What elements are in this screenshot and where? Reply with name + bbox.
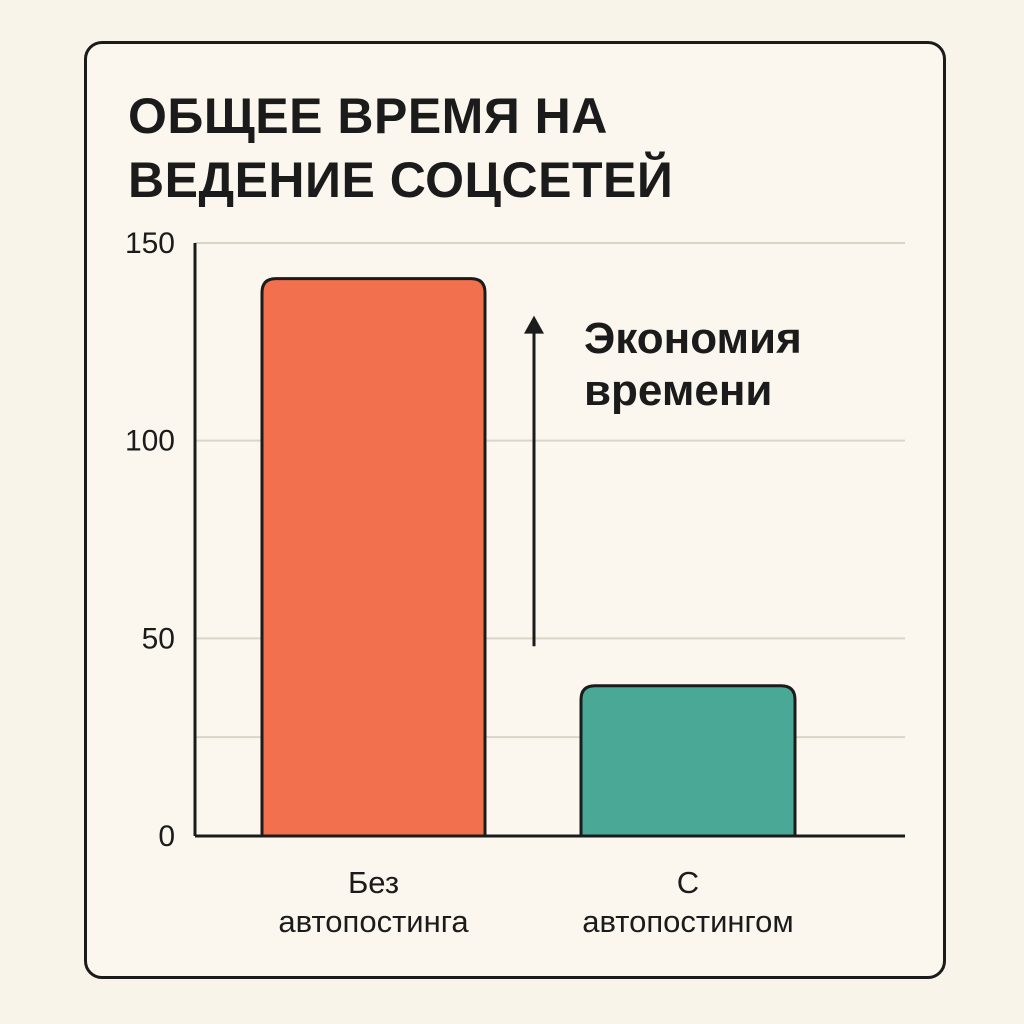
y-tick-label: 0 [158,820,175,853]
annotation-text: времени [584,366,772,415]
chart-title-line-2: ВЕДЕНИЕ СОЦСЕТЕЙ [128,152,674,208]
annotation-text: Экономия [584,314,802,363]
chart-title: ОБЩЕЕ ВРЕМЯ НА ВЕДЕНИЕ СОЦСЕТЕЙ [128,84,888,212]
y-tick-label: 100 [125,425,175,458]
x-category-label: автопостингом [582,904,793,939]
x-category-label: С [677,865,699,900]
savings-arrow-head [524,315,544,334]
chart-card [84,41,946,979]
bar [579,684,797,838]
y-tick-label: 150 [125,227,175,260]
y-tick-label: 50 [142,622,175,655]
chart-title-line-1: ОБЩЕЕ ВРЕМЯ НА [128,88,608,144]
x-category-label: Без [348,865,399,900]
bar [260,277,487,838]
x-category-label: автопостинга [278,904,469,939]
